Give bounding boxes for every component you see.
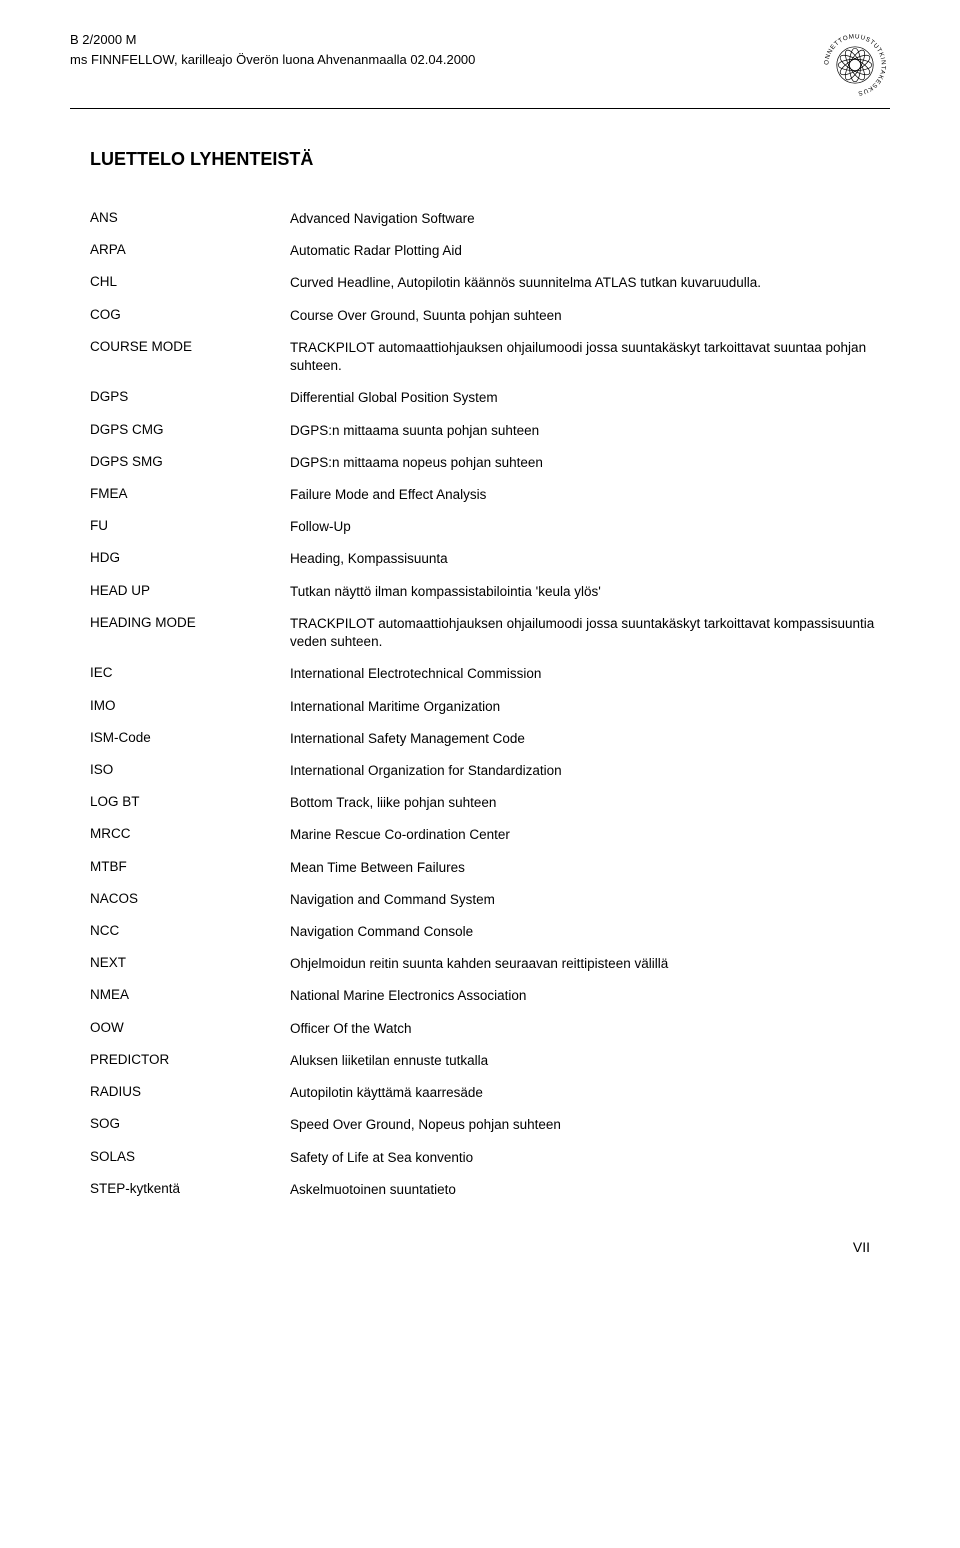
abbrev-term: MTBF bbox=[90, 859, 270, 877]
agency-seal-icon: ONNETTOMUUSTUTKINTAKESKUS bbox=[820, 30, 890, 100]
abbrev-term: COURSE MODE bbox=[90, 339, 270, 375]
abbrev-term: IMO bbox=[90, 698, 270, 716]
abbrev-term: HEAD UP bbox=[90, 583, 270, 601]
abbrev-definition: Aluksen liiketilan ennuste tutkalla bbox=[290, 1052, 890, 1070]
abbrev-definition: Bottom Track, liike pohjan suhteen bbox=[290, 794, 890, 812]
abbrev-definition: Course Over Ground, Suunta pohjan suhtee… bbox=[290, 307, 890, 325]
abbrev-definition: Follow-Up bbox=[290, 518, 890, 536]
abbrev-term: NCC bbox=[90, 923, 270, 941]
abbrev-definition: Mean Time Between Failures bbox=[290, 859, 890, 877]
abbrev-definition: Navigation Command Console bbox=[290, 923, 890, 941]
abbrev-definition: Heading, Kompassisuunta bbox=[290, 550, 890, 568]
abbrev-term: STEP-kytkentä bbox=[90, 1181, 270, 1199]
abbrev-term: NACOS bbox=[90, 891, 270, 909]
abbrev-definition: DGPS:n mittaama nopeus pohjan suhteen bbox=[290, 454, 890, 472]
header-text-block: B 2/2000 M ms FINNFELLOW, karilleajo Öve… bbox=[70, 30, 475, 69]
abbrev-definition: Autopilotin käyttämä kaarresäde bbox=[290, 1084, 890, 1102]
abbrev-definition: Officer Of the Watch bbox=[290, 1020, 890, 1038]
abbrev-term: HDG bbox=[90, 550, 270, 568]
abbrev-term: MRCC bbox=[90, 826, 270, 844]
abbrev-definition: Automatic Radar Plotting Aid bbox=[290, 242, 890, 260]
abbrev-definition: Navigation and Command System bbox=[290, 891, 890, 909]
abbrev-definition: International Electrotechnical Commissio… bbox=[290, 665, 890, 683]
abbrev-term: COG bbox=[90, 307, 270, 325]
abbrev-definition: Failure Mode and Effect Analysis bbox=[290, 486, 890, 504]
abbrev-definition: Tutkan näyttö ilman kompassistabilointia… bbox=[290, 583, 890, 601]
abbrev-term: NEXT bbox=[90, 955, 270, 973]
abbrev-term: SOG bbox=[90, 1116, 270, 1134]
abbrev-term: NMEA bbox=[90, 987, 270, 1005]
abbrev-definition: Differential Global Position System bbox=[290, 389, 890, 407]
svg-text:ONNETTOMUUSTUTKINTAKESKUS: ONNETTOMUUSTUTKINTAKESKUS bbox=[823, 33, 886, 96]
abbrev-term: ANS bbox=[90, 210, 270, 228]
abbrev-term: DGPS SMG bbox=[90, 454, 270, 472]
abbrev-definition: Safety of Life at Sea konventio bbox=[290, 1149, 890, 1167]
abbrev-term: ISO bbox=[90, 762, 270, 780]
abbrev-definition: Ohjelmoidun reitin suunta kahden seuraav… bbox=[290, 955, 890, 973]
abbrev-term: RADIUS bbox=[90, 1084, 270, 1102]
abbrev-definition: International Safety Management Code bbox=[290, 730, 890, 748]
abbrev-term: HEADING MODE bbox=[90, 615, 270, 651]
abbrev-definition: National Marine Electronics Association bbox=[290, 987, 890, 1005]
abbrev-definition: Marine Rescue Co-ordination Center bbox=[290, 826, 890, 844]
abbrev-definition: TRACKPILOT automaattiohjauksen ohjailumo… bbox=[290, 339, 890, 375]
abbrev-term: FMEA bbox=[90, 486, 270, 504]
abbrev-definition: DGPS:n mittaama suunta pohjan suhteen bbox=[290, 422, 890, 440]
abbrev-definition: TRACKPILOT automaattiohjauksen ohjailumo… bbox=[290, 615, 890, 651]
abbreviation-table: ANS Advanced Navigation Software ARPA Autom… bbox=[90, 210, 890, 1199]
abbrev-term: FU bbox=[90, 518, 270, 536]
abbrev-term: ISM-Code bbox=[90, 730, 270, 748]
page-header: B 2/2000 M ms FINNFELLOW, karilleajo Öve… bbox=[70, 30, 890, 109]
abbrev-term: OOW bbox=[90, 1020, 270, 1038]
abbrev-term: DGPS CMG bbox=[90, 422, 270, 440]
abbrev-term: LOG BT bbox=[90, 794, 270, 812]
abbrev-definition: Curved Headline, Autopilotin käännös suu… bbox=[290, 274, 890, 292]
abbrev-term: CHL bbox=[90, 274, 270, 292]
abbrev-term: DGPS bbox=[90, 389, 270, 407]
abbrev-definition: International Organization for Standardi… bbox=[290, 762, 890, 780]
abbrev-definition: Askelmuotoinen suuntatieto bbox=[290, 1181, 890, 1199]
abbrev-definition: International Maritime Organization bbox=[290, 698, 890, 716]
abbrev-definition: Advanced Navigation Software bbox=[290, 210, 890, 228]
doc-id: B 2/2000 M bbox=[70, 30, 475, 50]
page-number: VII bbox=[70, 1239, 890, 1255]
abbrev-term: IEC bbox=[90, 665, 270, 683]
abbrev-term: ARPA bbox=[90, 242, 270, 260]
abbrev-term: SOLAS bbox=[90, 1149, 270, 1167]
abbrev-definition: Speed Over Ground, Nopeus pohjan suhteen bbox=[290, 1116, 890, 1134]
page-title: LUETTELO LYHENTEISTÄ bbox=[90, 149, 890, 170]
doc-subtitle: ms FINNFELLOW, karilleajo Överön luona A… bbox=[70, 50, 475, 70]
abbrev-term: PREDICTOR bbox=[90, 1052, 270, 1070]
